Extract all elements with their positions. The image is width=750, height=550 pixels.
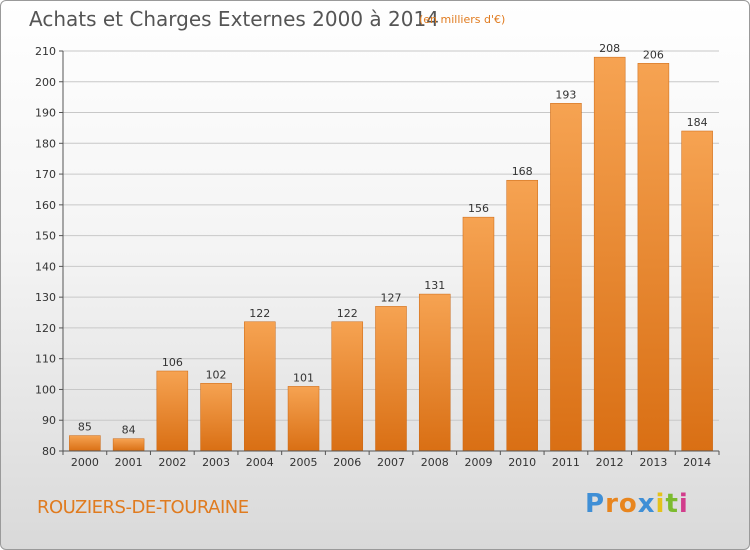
y-tick-label: 120 <box>35 322 56 335</box>
logo-letter: r <box>605 489 619 519</box>
location-label: ROUZIERS-DE-TOURAINE <box>37 497 249 518</box>
x-tick-label: 2005 <box>290 456 318 469</box>
proxiti-logo[interactable]: Proxiti <box>585 489 689 519</box>
y-tick-label: 100 <box>35 383 56 396</box>
bar-value-label: 127 <box>381 291 402 304</box>
bar-2001 <box>112 438 145 452</box>
bar-2006 <box>331 321 364 452</box>
bar-2000 <box>69 435 101 452</box>
bar-value-label: 131 <box>424 279 445 292</box>
y-tick-label: 140 <box>35 260 56 273</box>
y-tick-label: 160 <box>35 199 56 212</box>
x-tick-label: 2003 <box>202 456 230 469</box>
logo-letter: x <box>637 489 656 519</box>
x-tick-label: 2013 <box>639 456 667 469</box>
bar-value-label: 84 <box>122 424 136 437</box>
logo-letter: o <box>618 489 638 519</box>
x-tick-label: 2000 <box>71 456 99 469</box>
y-tick-label: 150 <box>35 230 56 243</box>
bar-2014 <box>681 130 713 452</box>
bar-2004 <box>244 321 276 452</box>
bar-2007 <box>375 306 407 452</box>
x-tick-label: 2008 <box>421 456 449 469</box>
bar-2012 <box>593 56 626 452</box>
chart-title: Achats et Charges Externes 2000 à 2014 <box>29 7 439 31</box>
y-tick-label: 110 <box>35 353 56 366</box>
bar-value-label: 156 <box>468 202 489 215</box>
y-tick-label: 80 <box>42 445 56 458</box>
bar-value-label: 122 <box>249 307 270 320</box>
logo-letter: i <box>678 489 689 519</box>
chart-subtitle: (en milliers d'€) <box>419 13 506 26</box>
bar-2009 <box>462 216 495 452</box>
y-tick-label: 130 <box>35 291 56 304</box>
x-tick-label: 2002 <box>158 456 186 469</box>
x-tick-label: 2007 <box>377 456 405 469</box>
x-tick-label: 2004 <box>246 456 274 469</box>
x-tick-label: 2006 <box>333 456 361 469</box>
logo-letter: t <box>665 489 679 519</box>
y-axis: 80 90 100 110 120 130 140 150 160 170 180 190 200 210 <box>35 45 64 458</box>
bars: 85 84 106 102 122 101 122 127 131 156 168 193 208 206… <box>69 42 713 452</box>
y-tick-label: 180 <box>35 137 56 150</box>
x-tick-label: 2012 <box>596 456 624 469</box>
bar-2003 <box>200 383 232 452</box>
bar-value-label: 106 <box>162 356 183 369</box>
bar-value-label: 122 <box>337 307 358 320</box>
bar-value-label: 208 <box>599 42 620 55</box>
bar-2008 <box>418 293 451 452</box>
logo-letter: P <box>585 489 606 519</box>
bar-value-label: 168 <box>512 165 533 178</box>
bar-2002 <box>156 370 189 452</box>
bar-2010 <box>506 179 538 452</box>
bar-2005 <box>287 386 320 452</box>
y-tick-label: 170 <box>35 168 56 181</box>
y-tick-label: 90 <box>42 414 56 427</box>
x-tick-label: 2009 <box>464 456 492 469</box>
logo-letter: i <box>655 489 666 519</box>
y-tick-label: 210 <box>35 45 56 58</box>
bar-value-label: 102 <box>206 368 227 381</box>
bar-value-label: 184 <box>687 116 708 129</box>
bar-value-label: 85 <box>78 421 92 434</box>
bar-2013 <box>637 63 670 452</box>
x-tick-label: 2011 <box>552 456 580 469</box>
bar-value-label: 193 <box>555 88 576 101</box>
x-tick-label: 2001 <box>115 456 143 469</box>
x-tick-label: 2014 <box>683 456 711 469</box>
x-axis: 2000 2001 2002 2003 2004 2005 2006 2007 2008 2009… <box>62 450 720 469</box>
bar-2011 <box>550 103 582 452</box>
y-tick-label: 190 <box>35 107 56 120</box>
bar-value-label: 206 <box>643 48 664 61</box>
x-tick-label: 2010 <box>508 456 536 469</box>
y-tick-label: 200 <box>35 76 56 89</box>
bar-value-label: 101 <box>293 371 314 384</box>
